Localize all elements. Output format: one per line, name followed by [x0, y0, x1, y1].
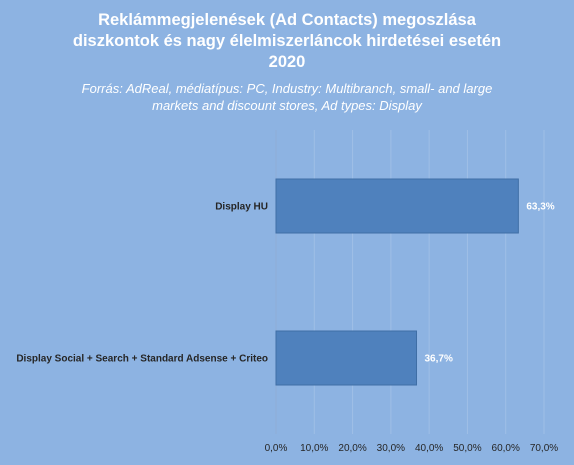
x-tick-label-7: 70,0%	[530, 443, 558, 454]
data-label-0: 63,3%	[526, 202, 554, 213]
bar-0	[275, 178, 519, 234]
chart-subtitle-line-1: Forrás: AdReal, médiatípus: PC, Industry…	[81, 81, 493, 96]
chart-title-line-3: 2020	[268, 53, 306, 71]
chart-title-line-2: diszkontok és nagy élelmiszerláncok hird…	[72, 32, 502, 50]
x-tick-label-6: 60,0%	[492, 443, 520, 454]
chart-title: Reklámmegjelenések (Ad Contacts) megoszl…	[0, 10, 574, 73]
chart-subtitle: Forrás: AdReal, médiatípus: PC, Industry…	[0, 80, 574, 114]
x-tick-label-5: 50,0%	[453, 443, 481, 454]
x-tick-label-3: 30,0%	[377, 443, 405, 454]
chart-subtitle-line-2: markets and discount stores, Ad types: D…	[152, 98, 422, 113]
x-tick-label-1: 10,0%	[300, 443, 328, 454]
x-tick-label-2: 20,0%	[338, 443, 366, 454]
x-tick-label-0: 0,0%	[265, 443, 288, 454]
category-label-0: Display HU	[215, 202, 268, 213]
chart-title-line-1: Reklámmegjelenések (Ad Contacts) megoszl…	[98, 11, 476, 29]
category-label-1: Display Social + Search + Standard Adsen…	[16, 354, 268, 365]
x-tick-label-4: 40,0%	[415, 443, 443, 454]
data-label-1: 36,7%	[425, 354, 453, 365]
bar-1	[275, 330, 418, 386]
